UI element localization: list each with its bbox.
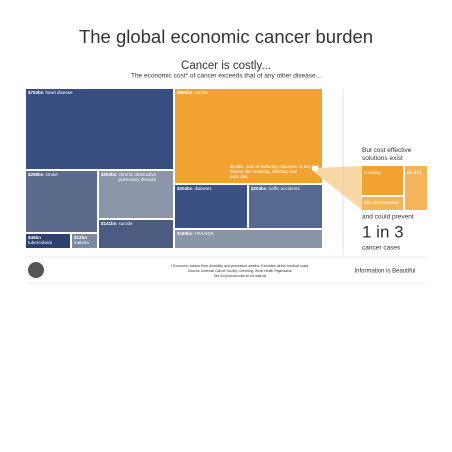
tile	[175, 230, 322, 248]
category-label: suicide	[119, 221, 134, 226]
solution-label: diet and exercise	[364, 200, 399, 205]
value-label: $895bn	[177, 90, 193, 95]
title: The global economic cancer burden	[79, 26, 373, 47]
solutions-heading: But cost effective solutions exist	[362, 147, 412, 162]
tile	[26, 234, 70, 248]
category-label: cancer	[195, 90, 209, 95]
category-label: malaria	[74, 240, 89, 245]
solution-tile	[362, 197, 403, 210]
solution-tile	[362, 166, 403, 195]
value-label: $298bn	[28, 172, 44, 177]
value-label: $12bn	[74, 235, 87, 240]
tile	[72, 234, 97, 248]
value-label: $45bn	[28, 235, 41, 240]
fraction: 1 in 3	[362, 222, 404, 241]
category-label: stroke	[46, 172, 59, 177]
marker	[312, 166, 318, 171]
brand: Information is Beautiful	[354, 269, 415, 275]
category-label: HIV/AIDS	[195, 231, 214, 236]
solution-label: smoking	[364, 170, 381, 175]
tile	[175, 89, 322, 183]
tile	[249, 185, 322, 228]
logo	[28, 262, 44, 278]
subtitle: Cancer is costly...	[181, 60, 271, 72]
note: Sources: American Cancer Society, Livest…	[188, 269, 293, 273]
annotation-text: cost of reducing exposure to key risk fac…	[230, 164, 320, 179]
cases-text: cancer cases	[362, 245, 401, 252]
note: See bit.ly/cancercosts for full data lis…	[214, 274, 267, 278]
tile	[26, 89, 173, 169]
value-label: $203bn	[101, 172, 117, 177]
category-label: traffic accidents	[269, 186, 301, 191]
tile	[99, 171, 173, 218]
category-label: diabetes	[195, 186, 213, 191]
value-label: $141bn	[101, 221, 117, 226]
intro: The economic cost* of cancer exceeds tha…	[131, 73, 321, 80]
annotation-value: $1.8tn	[230, 164, 243, 169]
category-label: tuberculosis	[28, 240, 53, 245]
tile	[26, 171, 97, 232]
tile	[99, 220, 173, 248]
note: * Economic losses from disability and pr…	[171, 264, 310, 268]
treemap: $753bn heart disease $895bn cancer $298bn str…	[26, 89, 322, 248]
value-label: $204bn	[177, 186, 193, 191]
solution-label: alcohol	[407, 170, 421, 175]
tile	[175, 185, 247, 228]
prevent-text: and could prevent	[362, 214, 414, 221]
category-label: heart disease	[46, 90, 74, 95]
value-label: $753bn	[28, 90, 44, 95]
value-label: $204bn	[251, 186, 267, 191]
solution-tile	[405, 166, 427, 210]
category-label: chronic obstructive pulmonary disease	[119, 172, 157, 182]
connector	[314, 166, 362, 210]
value-label: $193bn	[177, 231, 193, 236]
